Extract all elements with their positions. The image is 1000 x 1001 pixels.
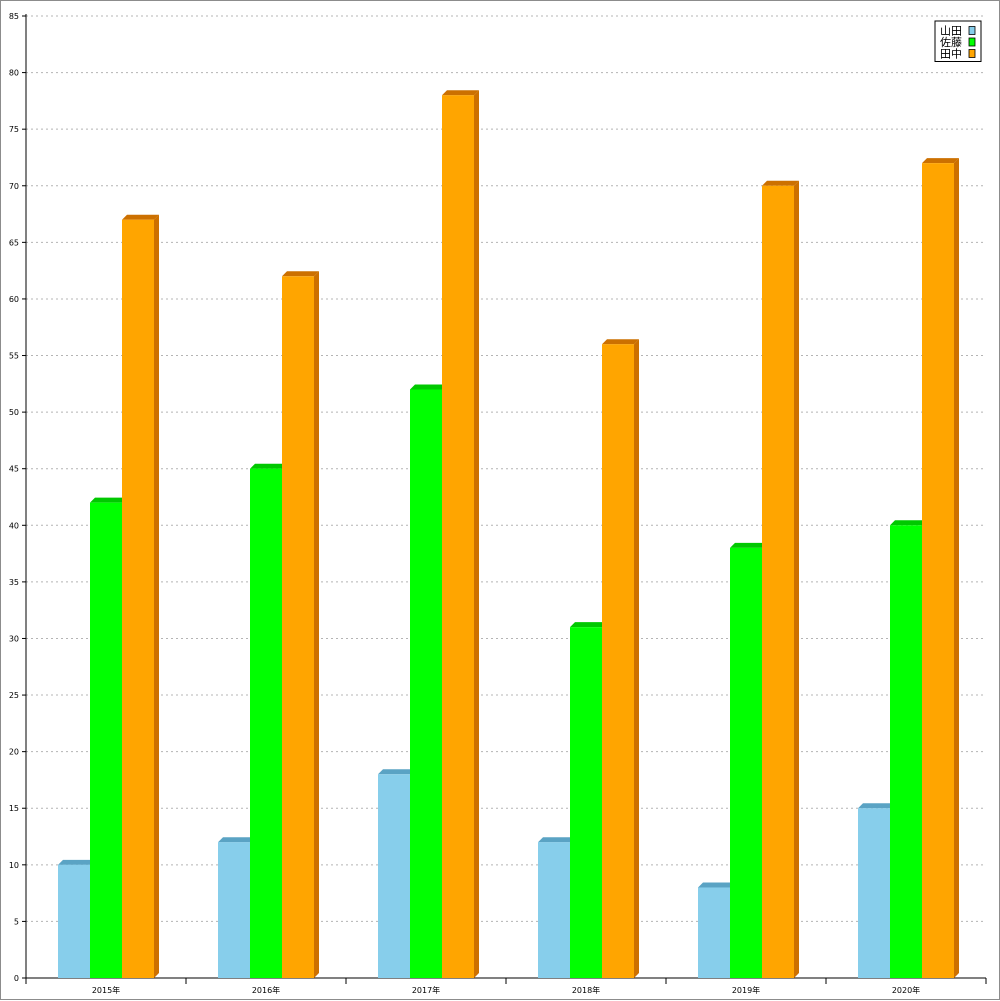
- bar-top: [602, 339, 639, 345]
- bar: [90, 502, 122, 978]
- bar: [922, 163, 954, 979]
- y-tick-label: 60: [9, 295, 19, 304]
- bar-side: [314, 271, 319, 978]
- y-tick-label: 85: [9, 12, 19, 21]
- x-tick-label: 2020年: [892, 985, 920, 995]
- legend-label: 山田: [940, 25, 962, 38]
- bar-top: [922, 158, 959, 164]
- y-tick-label: 80: [9, 69, 19, 78]
- bar-top: [218, 837, 255, 843]
- y-tick-label: 30: [9, 634, 19, 643]
- x-tick-label: 2016年: [252, 985, 280, 995]
- bar-top: [538, 837, 575, 843]
- bar: [442, 95, 474, 979]
- x-tick-label: 2017年: [412, 985, 440, 995]
- x-tick-label: 2019年: [732, 985, 760, 995]
- bar-top: [698, 882, 735, 888]
- bar-top: [442, 90, 479, 96]
- bar: [122, 219, 154, 978]
- bar-top: [762, 180, 799, 186]
- legend-swatch: [968, 26, 976, 35]
- bar: [858, 808, 890, 978]
- y-tick-label: 40: [9, 521, 19, 530]
- bar-top: [250, 463, 287, 469]
- bar-top: [858, 803, 895, 809]
- bars: [58, 90, 959, 979]
- bar-side: [154, 214, 159, 978]
- bar-top: [410, 384, 447, 390]
- bar-top: [122, 214, 159, 220]
- y-tick-label: 65: [9, 238, 19, 247]
- bar-top: [282, 271, 319, 277]
- bar: [570, 627, 602, 978]
- bar: [698, 887, 730, 978]
- y-tick-label: 55: [9, 352, 19, 361]
- bar: [730, 547, 762, 978]
- bar-top: [730, 542, 767, 548]
- bar-top: [570, 622, 607, 628]
- bar: [282, 276, 314, 978]
- y-tick-label: 20: [9, 748, 19, 757]
- bar: [602, 344, 634, 978]
- bar: [250, 468, 282, 978]
- bar-top: [58, 859, 95, 865]
- y-tick-label: 25: [9, 691, 19, 700]
- y-tick-label: 70: [9, 182, 19, 191]
- y-tick-label: 15: [9, 804, 19, 813]
- y-tick-label: 10: [9, 861, 19, 870]
- bar-side: [954, 158, 959, 979]
- bar-top: [378, 769, 415, 775]
- legend-label: 佐藤: [940, 35, 962, 49]
- bar-side: [474, 90, 479, 979]
- bar-top: [90, 497, 127, 503]
- bar: [890, 525, 922, 978]
- legend-swatch: [968, 49, 976, 58]
- x-tick-label: 2015年: [92, 985, 120, 995]
- y-tick-label: 35: [9, 578, 19, 587]
- bar-top: [890, 520, 927, 526]
- y-tick-label: 45: [9, 465, 19, 474]
- bar: [538, 842, 570, 978]
- bar: [762, 185, 794, 978]
- bar: [218, 842, 250, 978]
- legend-swatch: [968, 37, 976, 47]
- x-tick-label: 2018年: [572, 985, 600, 995]
- y-tick-label: 50: [9, 408, 19, 417]
- bar: [378, 774, 410, 978]
- grid-lines: [26, 15, 986, 922]
- y-tick-label: 5: [14, 917, 19, 926]
- y-tick-label: 75: [9, 125, 19, 134]
- axes: 0 5 10 15 20 25 30 35 40 45 50 55 60 65 70 75 80 85 2015年 2…: [9, 12, 987, 995]
- bar-side: [794, 180, 799, 978]
- legend-label: 田中: [940, 48, 962, 61]
- bar: [58, 864, 90, 978]
- y-tick-label: 0: [14, 974, 19, 983]
- bar: [410, 389, 442, 978]
- bar-side: [634, 339, 639, 978]
